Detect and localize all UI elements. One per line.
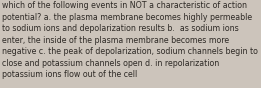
Text: which of the following events in NOT a characteristic of action
potential? a. th: which of the following events in NOT a c… [2,1,258,79]
